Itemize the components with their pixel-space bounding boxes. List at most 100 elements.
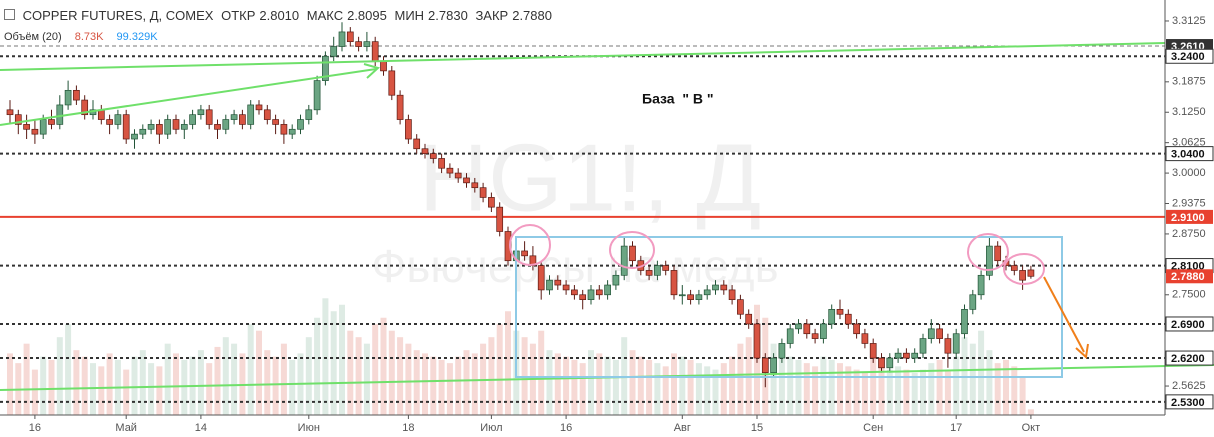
volume-bar (870, 356, 877, 415)
candle-body (239, 114, 246, 125)
candle-body (272, 119, 279, 125)
watermark: HG1!, Д (419, 124, 761, 231)
y-tick-label: 2.7500 (1172, 289, 1206, 301)
candle-body (986, 245, 993, 276)
y-tick-label: 3.3125 (1172, 15, 1206, 27)
volume-bar (795, 359, 802, 415)
volume-bar (920, 369, 926, 415)
volume-bar (546, 350, 553, 415)
candle-body (629, 245, 636, 262)
range-box (515, 236, 1063, 378)
candle-body (579, 294, 587, 300)
x-tick-label: Авг (674, 422, 691, 434)
volume-bar (837, 363, 843, 415)
candle-body (770, 357, 777, 374)
price-label-box (1165, 146, 1214, 162)
volume-bar (637, 356, 644, 415)
volume-bar (289, 359, 296, 415)
volume-bar (106, 353, 113, 415)
candle-body (903, 352, 910, 359)
candle-body (753, 323, 761, 359)
volume-bar (538, 330, 545, 415)
candle-body (737, 299, 744, 315)
close-label: ЗАКР (475, 8, 509, 23)
volume-bar (911, 372, 918, 415)
toggle-box[interactable] (4, 9, 15, 20)
volume-bar (695, 363, 702, 415)
price-label: 2.7880 (1171, 271, 1205, 283)
candle-body (728, 289, 736, 300)
candle-body (288, 128, 296, 135)
x-tick-label: 14 (195, 422, 207, 434)
candle-body (164, 119, 172, 135)
volume-bar (264, 350, 271, 415)
candle-body (147, 124, 155, 130)
volume-bar (422, 353, 428, 415)
volume-bar (770, 343, 777, 415)
volume-bar (629, 350, 636, 415)
candle-body (944, 338, 952, 354)
candle-body (844, 313, 852, 325)
candle-body (388, 70, 396, 96)
candle-body (479, 187, 487, 198)
y-tick-label: 3.0625 (1172, 137, 1206, 149)
candle-body (695, 294, 703, 300)
candle-body (446, 167, 454, 174)
volume-ma-value: 99.329K (116, 31, 158, 43)
candle-body (1010, 265, 1018, 271)
volume-bar (247, 324, 254, 415)
volume-bar (446, 363, 453, 415)
volume-bar (7, 353, 13, 415)
candle-body (894, 352, 902, 359)
volume-bar (845, 366, 852, 415)
symbol-header: COPPER FUTURES, Д, COMEX ОТКР 2.8010 МАКС… (4, 8, 556, 23)
candle-body (180, 124, 188, 130)
candle-body (936, 328, 943, 339)
candle-body (537, 265, 545, 291)
candle-body (172, 119, 180, 130)
price-label: 2.5300 (1171, 397, 1205, 409)
x-tick-label: 15 (751, 422, 763, 434)
volume-bar (712, 369, 719, 415)
volume-bar (936, 359, 943, 415)
candle-body (305, 109, 313, 120)
candle-body (346, 31, 354, 43)
candle-body (836, 309, 844, 315)
volume-bar (73, 350, 80, 415)
volume-bar (969, 343, 976, 415)
volume-bar (1019, 376, 1026, 415)
volume-bar (322, 298, 329, 415)
low-label: МИН (394, 8, 425, 23)
candle-body (587, 289, 595, 300)
candle-body (712, 284, 719, 291)
x-tick-label: 18 (402, 422, 414, 434)
candle-body (6, 109, 14, 116)
volume-bar (803, 363, 810, 415)
candle-body (620, 245, 628, 276)
y-tick-label: 3.1875 (1172, 76, 1206, 88)
candle-body (81, 99, 89, 116)
price-label-box (1165, 316, 1214, 332)
candle-body (645, 270, 653, 276)
volume-bar (56, 337, 63, 415)
volume-bar (1011, 366, 1018, 415)
candle-body (878, 357, 885, 369)
candle-body (97, 109, 105, 120)
volume-bar (812, 366, 819, 415)
volume-bar (413, 350, 420, 415)
y-tick-label: 3.1250 (1172, 106, 1206, 118)
candle-body (222, 119, 230, 130)
volume-bar (787, 356, 794, 415)
volume-bar (554, 353, 561, 415)
candle-body (214, 124, 221, 130)
candle-body (313, 80, 321, 111)
price-label: 3.0400 (1171, 149, 1205, 161)
candle-body (14, 114, 22, 125)
volume-bar (330, 311, 337, 415)
x-tick-label: Окт (1022, 422, 1041, 434)
candle-body (828, 309, 836, 325)
x-tick-label: 17 (950, 422, 962, 434)
candle-body (371, 41, 379, 62)
volume-bar (156, 366, 163, 415)
